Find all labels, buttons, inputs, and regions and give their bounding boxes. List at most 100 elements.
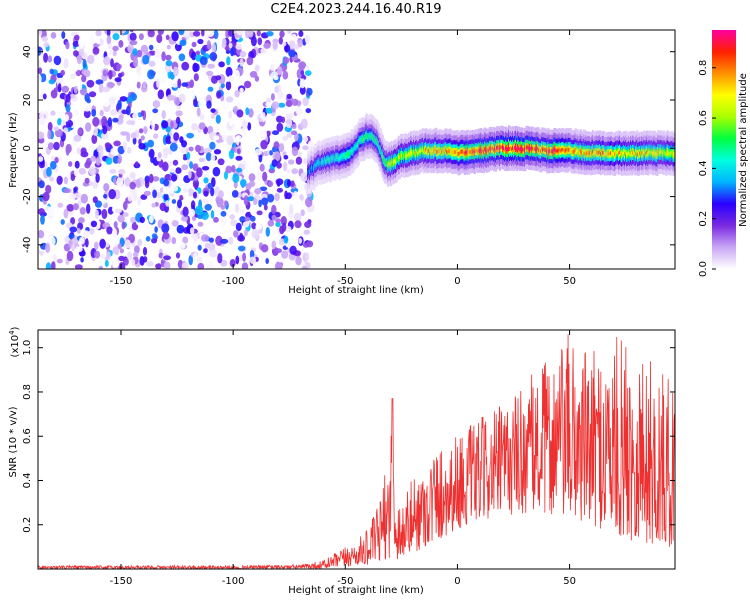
noise-cell <box>186 152 191 160</box>
noise-cell <box>161 120 169 129</box>
noise-cell <box>210 210 215 219</box>
noise-cell <box>295 156 303 165</box>
noise-cell <box>299 78 306 89</box>
noise-cell <box>289 204 294 214</box>
spectrogram-y-tick-label: 40 <box>22 45 33 58</box>
noise-cell <box>283 56 290 64</box>
noise-cell <box>118 168 126 175</box>
noise-cell <box>63 58 69 69</box>
noise-cell <box>232 173 240 184</box>
noise-cell <box>76 147 81 155</box>
noise-cell <box>109 168 117 174</box>
noise-cell <box>138 143 146 150</box>
noise-cell <box>236 109 244 118</box>
noise-cell <box>66 204 75 212</box>
noise-cell <box>118 40 124 48</box>
ridge-cell <box>673 152 675 157</box>
noise-cell <box>304 34 310 44</box>
noise-cell <box>296 151 303 157</box>
noise-cell <box>265 227 270 237</box>
noise-cell <box>111 30 120 34</box>
noise-cell <box>63 127 69 134</box>
noise-cell <box>73 134 82 142</box>
noise-cell <box>177 259 183 269</box>
noise-cell <box>113 221 118 229</box>
noise-cell <box>68 161 73 167</box>
noise-cell <box>101 116 108 127</box>
noise-cell <box>109 109 118 116</box>
noise-cell <box>205 70 214 76</box>
noise-cell <box>253 198 258 206</box>
noise-cell <box>293 212 302 222</box>
noise-cell <box>132 251 139 258</box>
noise-cell <box>94 250 101 259</box>
colorbar-tick-label: 0.6 <box>698 110 709 126</box>
noise-cell <box>45 243 51 253</box>
noise-cell <box>110 58 114 68</box>
noise-cell <box>92 196 98 204</box>
noise-cell <box>265 258 270 264</box>
noise-cell <box>193 73 199 82</box>
noise-cell <box>223 200 228 207</box>
noise-cell <box>146 261 154 267</box>
snr-x-ticks: -150 -100 -50 0 50 <box>110 330 576 587</box>
noise-cell <box>285 112 294 120</box>
noise-cell <box>140 110 145 117</box>
noise-cell <box>165 60 173 67</box>
noise-cell <box>109 214 115 222</box>
noise-cell <box>168 165 176 173</box>
noise-cell <box>171 31 179 42</box>
noise-cell <box>206 261 214 269</box>
noise-cell <box>271 214 277 221</box>
noise-cell <box>197 262 205 269</box>
noise-cell <box>244 30 251 39</box>
noise-cell <box>306 240 314 248</box>
noise-cell <box>134 161 139 167</box>
noise-cell <box>211 177 216 188</box>
heatmap-ridge-cells <box>307 113 675 194</box>
noise-cell <box>69 179 76 188</box>
noise-cell <box>50 89 58 99</box>
noise-cell <box>78 168 87 175</box>
noise-cell <box>250 36 257 47</box>
noise-cell <box>266 31 274 37</box>
noise-cell <box>84 238 89 248</box>
noise-cell <box>127 146 132 154</box>
noise-cell <box>195 50 201 55</box>
snr-y-tick-label: 1.0 <box>22 340 33 356</box>
noise-cell <box>286 93 293 100</box>
noise-cell <box>84 177 90 184</box>
noise-cell <box>117 214 125 223</box>
noise-cell <box>303 229 310 235</box>
heatmap-noise-cells <box>38 30 315 269</box>
noise-cell <box>254 148 262 156</box>
noise-cell <box>290 130 298 135</box>
noise-cell <box>64 235 71 244</box>
noise-cell <box>270 93 275 101</box>
noise-cell <box>132 112 139 120</box>
noise-cell <box>137 239 143 247</box>
noise-cell <box>43 52 49 63</box>
noise-cell <box>297 199 302 206</box>
noise-cell <box>119 248 124 254</box>
noise-cell <box>104 142 111 149</box>
noise-cell <box>43 42 50 48</box>
noise-cell <box>295 106 303 116</box>
noise-cell <box>65 145 70 156</box>
noise-cell <box>106 226 113 235</box>
noise-cell <box>103 203 109 209</box>
noise-cell <box>169 142 178 152</box>
noise-cell <box>203 177 209 184</box>
noise-cell <box>201 166 210 171</box>
noise-cell <box>79 42 83 50</box>
noise-cell <box>299 86 306 95</box>
noise-cell <box>198 98 207 109</box>
noise-cell <box>56 175 63 185</box>
noise-cell <box>230 219 238 227</box>
noise-cell <box>234 135 242 143</box>
ridge-cell <box>630 150 633 155</box>
noise-cell <box>82 230 90 238</box>
noise-cell <box>265 107 274 114</box>
noise-cell <box>276 66 283 76</box>
noise-cell <box>175 110 183 117</box>
